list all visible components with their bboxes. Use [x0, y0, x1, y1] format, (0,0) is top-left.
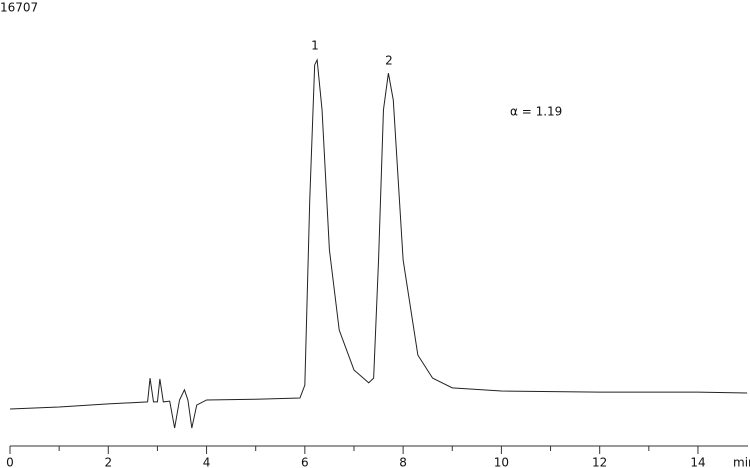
peak-label: 1 — [311, 39, 319, 53]
x-tick-label: 12 — [592, 456, 607, 468]
trace — [9, 58, 748, 429]
x-axis-label: min — [733, 456, 750, 468]
x-tick-label: 14 — [690, 456, 705, 468]
chart-title: 16707 — [0, 1, 38, 15]
x-tick-label: 6 — [301, 456, 309, 468]
x-tick-label: 8 — [399, 456, 407, 468]
peak-label: 2 — [385, 54, 393, 68]
x-tick-label: 10 — [494, 456, 509, 468]
x-tick-label: 0 — [6, 456, 14, 468]
x-tick-label: 2 — [104, 456, 112, 468]
annotation: α = 1.19 — [510, 105, 562, 119]
x-tick-label: 4 — [203, 456, 211, 468]
